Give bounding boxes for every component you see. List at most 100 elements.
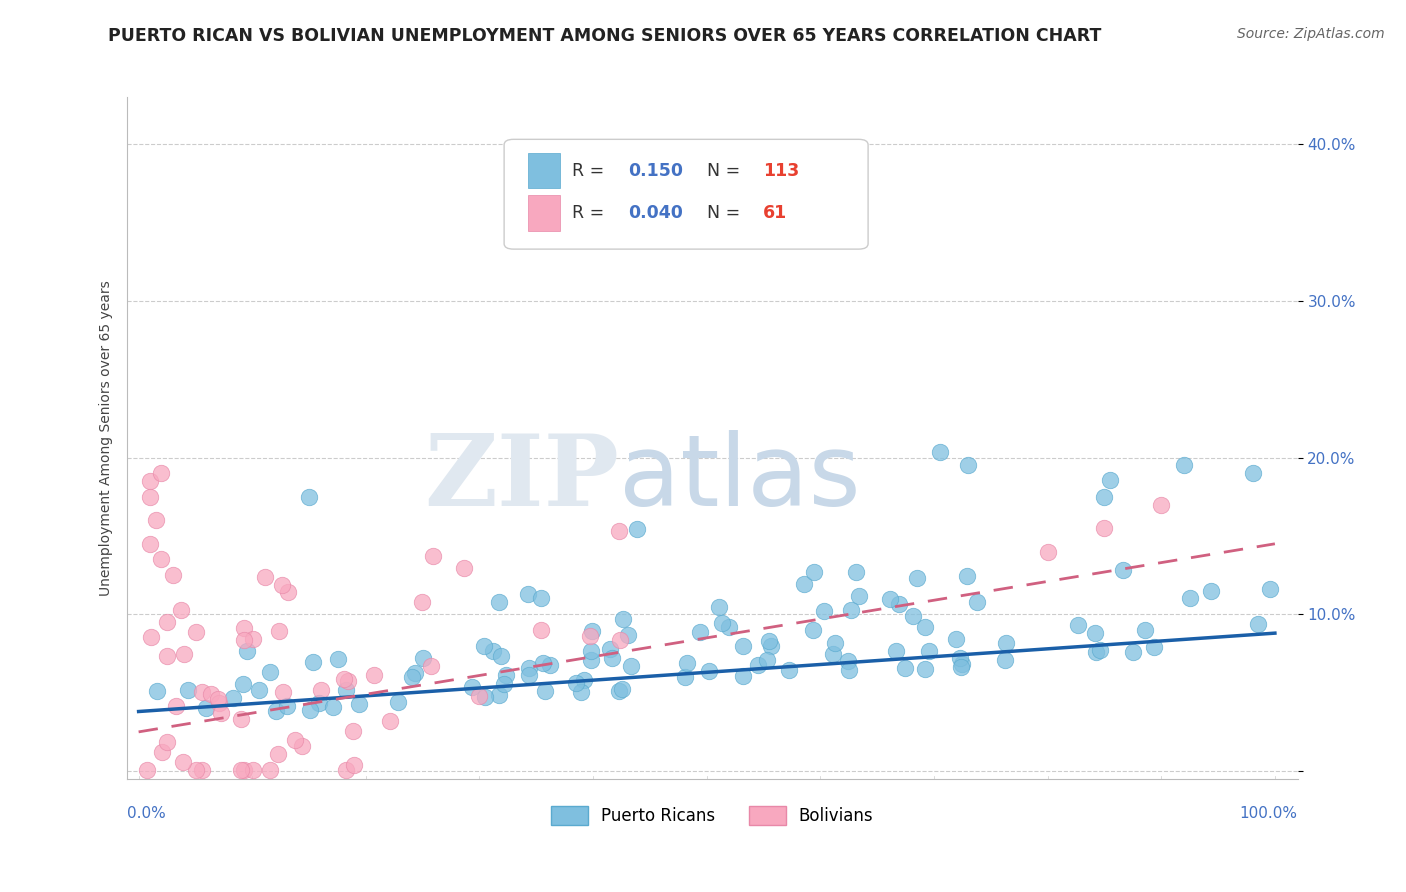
Point: [837, 654, 859, 668]
Point: [581, 624, 603, 639]
Point: [697, 665, 720, 679]
Point: [229, 763, 252, 777]
Point: [1133, 623, 1156, 637]
Point: [156, 615, 179, 629]
Text: 0.150: 0.150: [628, 161, 683, 179]
Point: [731, 668, 754, 682]
Point: [1092, 490, 1115, 504]
Point: [901, 609, 924, 624]
Point: [579, 653, 602, 667]
Point: [335, 683, 357, 698]
Point: [1201, 583, 1223, 598]
Point: [236, 644, 259, 658]
Text: 100.0%: 100.0%: [1240, 805, 1298, 821]
Point: [533, 684, 555, 698]
Point: [1084, 645, 1107, 659]
Point: [139, 490, 162, 504]
Point: [617, 628, 640, 642]
Point: [1241, 466, 1264, 480]
Point: [914, 662, 936, 676]
Point: [1090, 642, 1112, 657]
Point: [191, 684, 214, 698]
Point: [517, 661, 540, 675]
Point: [689, 625, 711, 640]
Point: [271, 685, 294, 699]
Point: [848, 589, 870, 603]
Point: [269, 624, 291, 639]
Point: [531, 656, 554, 670]
Point: [579, 644, 602, 658]
Point: [195, 700, 218, 714]
Point: [824, 636, 846, 650]
Point: [343, 757, 366, 772]
Point: [945, 632, 967, 646]
Point: [894, 661, 917, 675]
Point: [778, 664, 800, 678]
Text: 0.040: 0.040: [628, 204, 683, 222]
Point: [710, 615, 733, 630]
Point: [299, 703, 322, 717]
Point: [517, 587, 540, 601]
Point: [231, 712, 253, 726]
Point: [1173, 458, 1195, 473]
Point: [803, 565, 825, 579]
Point: [957, 458, 980, 473]
Point: [813, 604, 835, 618]
Point: [173, 647, 195, 661]
Point: [482, 644, 505, 658]
Point: [731, 640, 754, 654]
Point: [994, 653, 1017, 667]
Point: [1150, 498, 1173, 512]
Point: [609, 632, 631, 647]
Point: [208, 696, 231, 710]
Point: [489, 648, 512, 663]
Legend: Puerto Ricans, Bolivians: Puerto Ricans, Bolivians: [544, 799, 880, 832]
Point: [761, 639, 783, 653]
Point: [949, 660, 972, 674]
Point: [626, 522, 648, 536]
Point: [200, 687, 222, 701]
Point: [267, 747, 290, 761]
Text: N =: N =: [707, 204, 745, 222]
Point: [801, 624, 824, 638]
Point: [271, 578, 294, 592]
Point: [422, 549, 444, 563]
Text: ZIP: ZIP: [425, 431, 619, 527]
Point: [530, 591, 553, 606]
Point: [676, 657, 699, 671]
Point: [602, 651, 624, 665]
Point: [242, 632, 264, 647]
Point: [884, 644, 907, 658]
Point: [247, 683, 270, 698]
Point: [139, 631, 162, 645]
Point: [291, 739, 314, 753]
Point: [950, 657, 973, 671]
Point: [162, 568, 184, 582]
Point: [472, 639, 495, 653]
Point: [232, 621, 254, 635]
Point: [538, 657, 561, 672]
Point: [363, 668, 385, 682]
Text: 0.0%: 0.0%: [128, 805, 166, 821]
Point: [1084, 626, 1107, 640]
Point: [616, 223, 638, 237]
Point: [572, 673, 595, 687]
Point: [150, 746, 173, 760]
Point: [956, 569, 979, 583]
Point: [966, 595, 988, 609]
Point: [301, 656, 323, 670]
FancyBboxPatch shape: [505, 139, 868, 249]
Y-axis label: Unemployment Among Seniors over 65 years: Unemployment Among Seniors over 65 years: [100, 280, 114, 596]
Text: N =: N =: [707, 161, 745, 179]
Point: [569, 685, 592, 699]
Text: 61: 61: [763, 204, 787, 222]
Point: [821, 647, 844, 661]
Point: [673, 670, 696, 684]
Point: [620, 659, 643, 673]
Point: [145, 513, 167, 527]
Point: [184, 763, 207, 777]
Point: [914, 620, 936, 634]
Point: [333, 672, 356, 686]
Point: [609, 683, 631, 698]
Point: [191, 763, 214, 777]
